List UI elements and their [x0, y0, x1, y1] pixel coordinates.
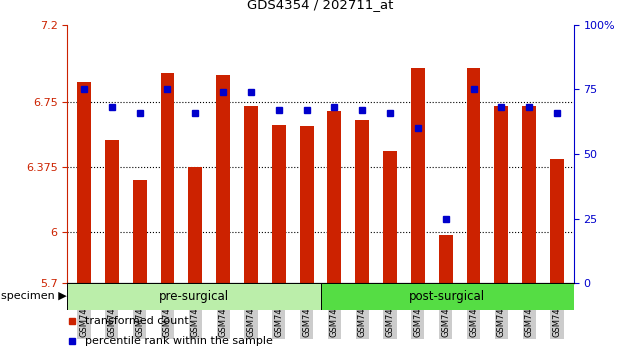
Text: post-surgical: post-surgical	[409, 290, 485, 303]
Text: percentile rank within the sample: percentile rank within the sample	[85, 336, 273, 346]
Text: pre-surgical: pre-surgical	[159, 290, 229, 303]
Bar	[299, 126, 313, 283]
Bar	[355, 120, 369, 283]
Bar	[383, 150, 397, 283]
Bar	[133, 180, 147, 283]
Bar	[160, 73, 174, 283]
Text: GDS4354 / 202711_at: GDS4354 / 202711_at	[247, 0, 394, 11]
Bar	[320, 283, 574, 310]
Bar	[77, 82, 91, 283]
Bar	[522, 106, 536, 283]
Bar	[67, 283, 320, 310]
Text: transformed count: transformed count	[85, 316, 189, 326]
Bar	[244, 106, 258, 283]
Bar	[550, 159, 564, 283]
Bar	[188, 167, 203, 283]
Bar	[272, 125, 286, 283]
Bar	[494, 106, 508, 283]
Bar	[438, 235, 453, 283]
Bar	[328, 111, 342, 283]
Bar	[216, 75, 230, 283]
Bar	[105, 140, 119, 283]
Bar	[467, 68, 481, 283]
Bar	[411, 68, 425, 283]
Text: specimen ▶: specimen ▶	[1, 291, 67, 302]
